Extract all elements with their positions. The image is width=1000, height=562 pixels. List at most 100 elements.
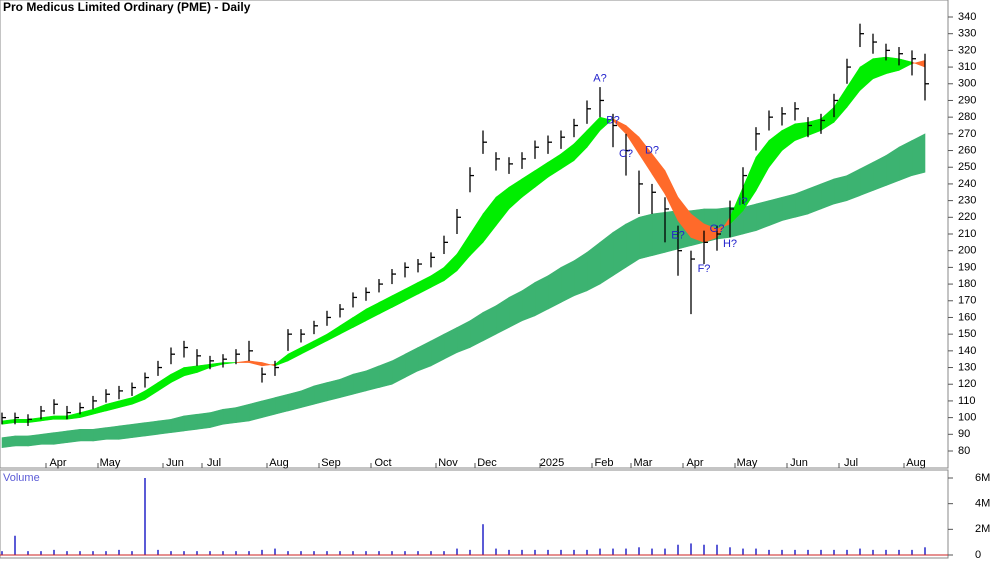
slow-band [833, 175, 848, 205]
volume-bar [339, 551, 341, 555]
slow-band [274, 393, 289, 415]
volume-bar [131, 551, 133, 555]
slow-band [79, 428, 94, 442]
volume-bar [313, 551, 315, 555]
volume-bar [66, 551, 68, 555]
y-tick-label: 270 [958, 128, 976, 140]
slow-band [261, 397, 276, 419]
slow-band [352, 370, 367, 395]
volume-bar [261, 549, 263, 555]
volume-bar [118, 549, 120, 555]
volume-bar [599, 548, 601, 555]
fast-band [14, 418, 29, 423]
x-tick-label: Aug [906, 457, 926, 469]
volume-bar [92, 551, 94, 555]
volume-bar [495, 548, 497, 555]
annotation: G? [710, 223, 725, 235]
x-tick-label: Dec [477, 457, 497, 469]
volume-bar [638, 547, 640, 555]
fast-band [53, 415, 68, 420]
annotation: E? [671, 230, 684, 242]
volume-bar [625, 548, 627, 555]
volume-label: Volume [3, 472, 40, 484]
x-tick-label: Jul [207, 457, 221, 469]
volume-bar [456, 548, 458, 555]
y-tick-label: 210 [958, 228, 976, 240]
volume-bar [898, 549, 900, 555]
volume-bar [144, 478, 146, 555]
volume-bar [885, 549, 887, 555]
x-tick-label: Oct [374, 457, 391, 469]
volume-bar [469, 549, 471, 555]
y-tick-label: 300 [958, 78, 976, 90]
annotation: I? [738, 196, 747, 208]
y-tick-label: 290 [958, 94, 976, 106]
volume-bar [222, 551, 224, 555]
x-tick-label: Apr [49, 457, 66, 469]
annotation: H? [723, 238, 737, 250]
slow-band [1, 435, 16, 449]
volume-bar [547, 549, 549, 555]
slow-band [313, 382, 328, 405]
volume-bar [196, 551, 198, 555]
slow-band [625, 216, 640, 268]
volume-bar [872, 549, 874, 555]
volume-bar [235, 551, 237, 555]
y-tick-label: 280 [958, 111, 976, 123]
volume-bar [859, 548, 861, 555]
volume-bar [911, 549, 913, 555]
slow-band [92, 427, 107, 442]
slow-band [742, 203, 757, 235]
volume-bar [274, 548, 276, 555]
slow-band [222, 407, 237, 425]
slow-band [118, 423, 133, 440]
y-tick-label: 200 [958, 245, 976, 257]
x-tick-label: Aug [269, 457, 289, 469]
x-tick-label: May [100, 457, 121, 469]
slow-band [807, 183, 822, 215]
x-tick-label: May [737, 457, 758, 469]
volume-bar [417, 551, 419, 555]
y-tick-label: 180 [958, 278, 976, 290]
volume-bar [521, 549, 523, 555]
annotation: D? [645, 144, 659, 156]
y-tick-label: 90 [958, 428, 970, 440]
y-tick-label: 170 [958, 295, 976, 307]
slow-band [820, 178, 835, 210]
slow-band [183, 413, 198, 432]
volume-bar [1, 551, 3, 555]
x-tick-label: Sep [321, 457, 341, 469]
slow-band [560, 260, 575, 303]
y-tick-label: 160 [958, 311, 976, 323]
slow-band [27, 433, 42, 447]
slow-band [144, 420, 159, 437]
y-tick-label: 320 [958, 44, 976, 56]
y-tick-label: 330 [958, 28, 976, 40]
volume-bar [365, 551, 367, 555]
slow-band [768, 196, 783, 227]
slow-band [40, 432, 55, 445]
slow-band [781, 193, 796, 222]
slow-band [196, 412, 211, 430]
volume-bar [183, 551, 185, 555]
chart-title: Pro Medicus Limited Ordinary (PME) - Dai… [3, 0, 251, 14]
volume-bar [677, 544, 679, 555]
slow-band [14, 435, 29, 447]
slow-band [651, 211, 666, 257]
x-tick-label: Nov [438, 457, 458, 469]
volume-bar [404, 551, 406, 555]
volume-bar [664, 548, 666, 555]
volume-bar [157, 549, 159, 555]
slow-band [235, 403, 250, 423]
volume-tick-label: 0 [975, 549, 981, 561]
volume-bar [612, 548, 614, 555]
volume-bar [742, 548, 744, 555]
y-tick-label: 340 [958, 11, 976, 23]
volume-tick-label: 4M [975, 498, 990, 510]
slow-band [131, 422, 146, 438]
volume-bar [560, 549, 562, 555]
volume-bar [833, 549, 835, 555]
volume-bar [79, 551, 81, 555]
slow-band [105, 425, 120, 440]
x-tick-label: Jun [790, 457, 808, 469]
